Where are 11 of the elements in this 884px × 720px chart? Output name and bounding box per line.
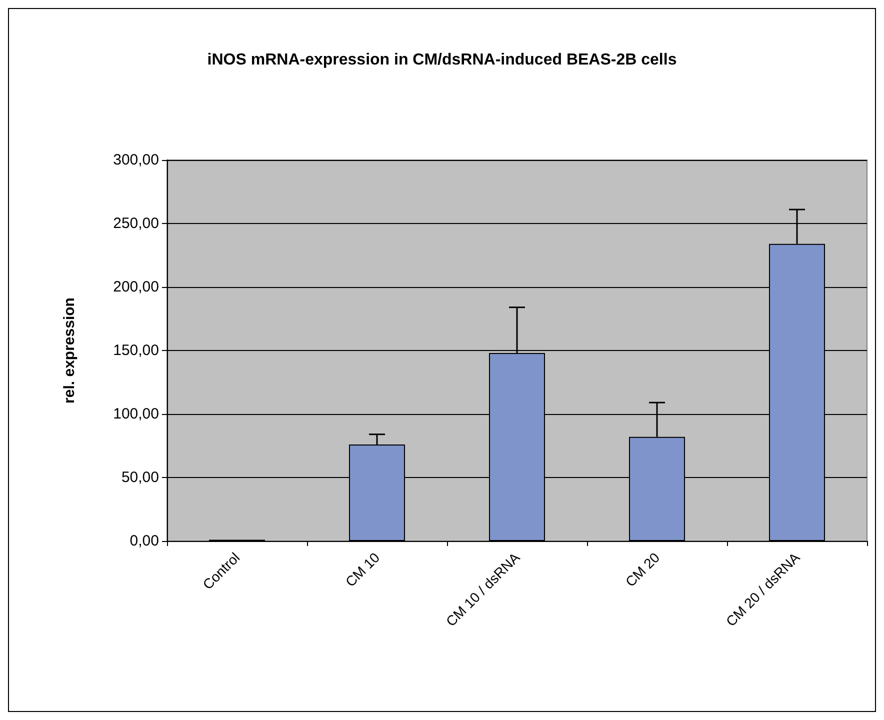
- y-tick-label: 50,00: [121, 469, 159, 486]
- y-tick-label: 300,00: [113, 152, 159, 168]
- y-axis-title: rel. expression: [61, 298, 78, 404]
- x-tick-label: CM 10: [342, 549, 383, 590]
- y-tick-label: 150,00: [113, 342, 159, 359]
- y-tick-label: 100,00: [113, 406, 159, 422]
- y-tick-label: 200,00: [113, 278, 159, 296]
- y-tick-label: 0,00: [130, 532, 159, 550]
- y-tick-label: 250,00: [113, 215, 159, 232]
- chart-title: iNOS mRNA-expression in CM/dsRNA-induced BEAS-2B cells: [207, 52, 677, 68]
- x-tick-label: CM 20: [622, 549, 663, 590]
